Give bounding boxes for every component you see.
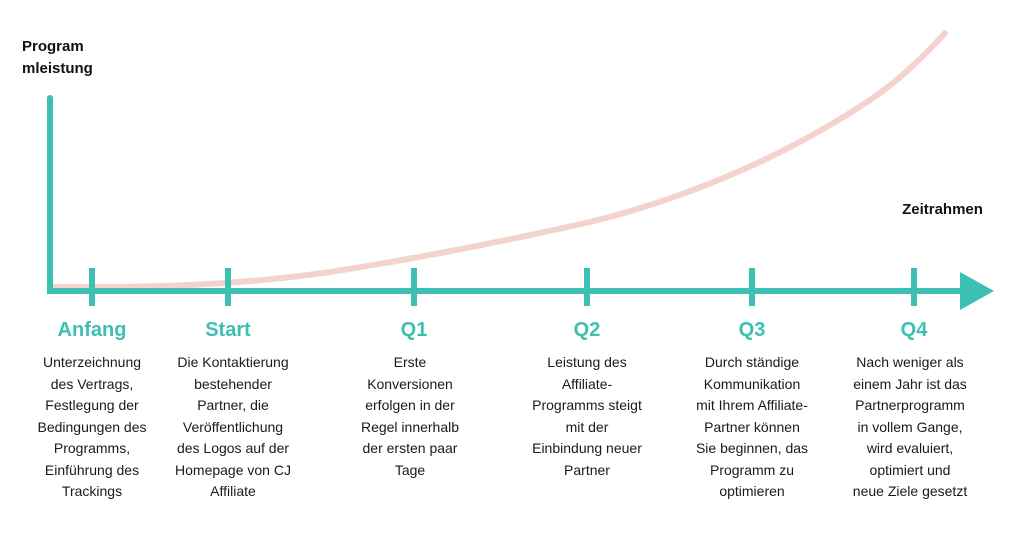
phase-description-q4: Nach weniger als einem Jahr ist das Part… — [852, 354, 968, 499]
phase-title-q1: Q1 — [400, 319, 428, 341]
x-axis-arrow-head — [960, 272, 994, 310]
phase-title-q3: Q3 — [738, 319, 766, 341]
phase-title-start: Start — [205, 319, 251, 341]
phase-description-start: Die Kontaktierung bestehender Partner, d… — [175, 354, 291, 499]
y-axis-label: Program mleistung — [22, 38, 93, 77]
performance-curve — [52, 30, 948, 291]
x-axis-label: Zeitrahmen — [902, 201, 983, 218]
phase-title-q2: Q2 — [573, 319, 601, 341]
phase-description-q3: Durch ständige Kommunikation mit Ihrem A… — [695, 354, 809, 499]
phase-title-anfang: Anfang — [57, 319, 127, 341]
phase-description-q2: Leistung des Affiliate- Programms steigt… — [532, 354, 642, 478]
phase-description-anfang: Unterzeichnung des Vertrags, Festlegung … — [37, 354, 147, 499]
phase-description-q1: Erste Konversionen erfolgen in der Regel… — [360, 354, 460, 478]
phase-title-q4: Q4 — [900, 319, 928, 341]
